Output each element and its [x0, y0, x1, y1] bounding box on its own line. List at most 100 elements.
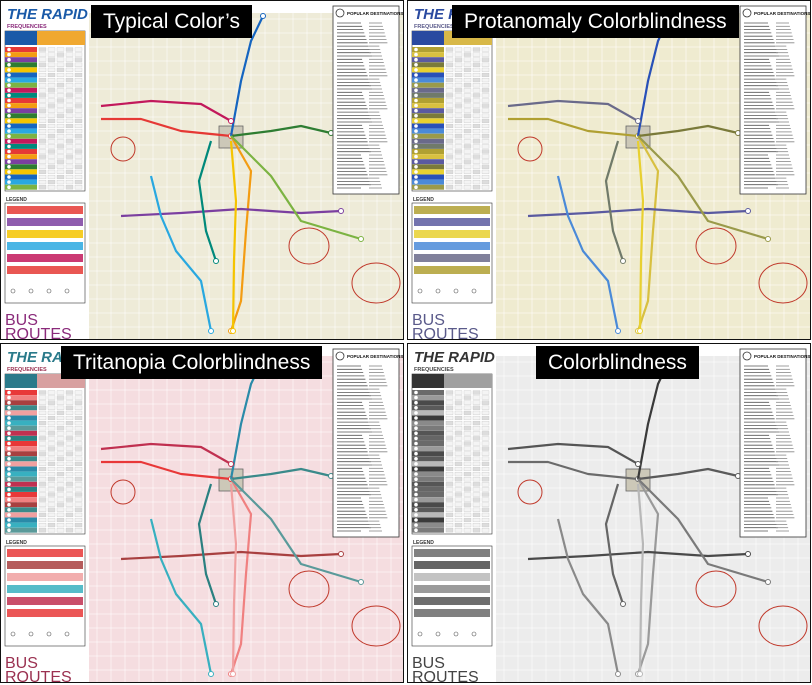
route-number-badge	[7, 170, 11, 174]
frequency-cell	[74, 180, 83, 185]
frequency-cell	[38, 410, 47, 415]
frequency-cell	[481, 57, 490, 62]
table-route-row	[412, 118, 444, 124]
frequency-cell	[463, 410, 472, 415]
route-number-badge	[7, 502, 11, 507]
table-route-row	[5, 57, 37, 63]
frequency-cell	[47, 108, 56, 113]
frequency-cell	[445, 456, 454, 461]
frequency-cell	[47, 466, 56, 472]
route-number-badge	[414, 180, 418, 184]
frequency-cell	[454, 139, 463, 144]
frequency-cell	[65, 185, 74, 190]
routes-title: ROUTES	[5, 326, 72, 340]
frequency-cell	[56, 517, 65, 523]
highlight-ellipse	[288, 570, 330, 608]
frequency-cell	[481, 118, 490, 123]
frequency-cell	[463, 62, 472, 67]
frequency-cell	[65, 103, 74, 108]
table-route-row	[412, 425, 444, 431]
frequency-cell	[463, 174, 472, 180]
frequency-cell	[47, 477, 56, 482]
frequency-cell	[472, 446, 481, 451]
table-route-row	[412, 507, 444, 513]
route-number-badge	[7, 134, 11, 138]
table-route-row	[5, 62, 37, 68]
frequency-cell	[74, 410, 83, 415]
route-number-badge	[7, 83, 11, 87]
frequency-cell	[463, 431, 472, 436]
table-route-row	[5, 507, 37, 513]
frequency-cell	[65, 431, 74, 436]
bus-route-line	[100, 99, 232, 122]
route-endpoint	[208, 328, 214, 334]
frequency-cell	[47, 456, 56, 461]
frequency-cell	[454, 487, 463, 492]
destinations-panel	[332, 348, 400, 538]
frequency-cell	[74, 72, 83, 78]
frequency-cell	[481, 487, 490, 492]
frequency-cell	[47, 431, 56, 436]
route-number-badge	[414, 487, 418, 492]
frequency-cell	[38, 159, 47, 164]
route-number-badge	[7, 52, 11, 57]
frequency-cell	[65, 421, 74, 426]
frequency-cell	[65, 52, 74, 57]
route-number-badge	[414, 165, 418, 169]
frequency-cell	[47, 502, 56, 507]
panel-caption: Protanomaly Colorblindness	[452, 5, 739, 38]
table-route-row	[5, 430, 37, 436]
frequency-cell	[47, 497, 56, 502]
frequency-cell	[74, 441, 83, 446]
frequency-cell	[463, 456, 472, 461]
table-route-row	[412, 451, 444, 457]
legend-band	[414, 573, 490, 581]
route-endpoint	[208, 671, 214, 677]
frequency-cell	[74, 52, 83, 57]
frequency-cell	[56, 477, 65, 482]
frequency-cell	[65, 523, 74, 528]
frequency-cell	[47, 169, 56, 174]
route-number-badge	[414, 175, 418, 179]
route-number-badge	[414, 139, 418, 144]
frequency-cell	[481, 390, 490, 395]
frequency-cell	[47, 113, 56, 118]
frequency-cell	[472, 507, 481, 512]
table-route-row	[412, 446, 444, 452]
frequency-cell	[65, 118, 74, 123]
route-number-badge	[7, 149, 11, 154]
frequency-cell	[445, 528, 454, 533]
frequency-cell	[65, 400, 74, 405]
route-number-badge	[414, 68, 418, 72]
frequency-cell	[65, 47, 74, 52]
table-route-row	[412, 103, 444, 109]
frequency-cell	[463, 497, 472, 502]
frequency-cell	[56, 139, 65, 144]
legend-symbol	[471, 631, 477, 637]
table-route-row	[5, 522, 37, 528]
route-number-badge	[414, 451, 418, 456]
bus-route-line	[229, 478, 253, 675]
table-route-row	[5, 471, 37, 477]
frequency-cell	[47, 426, 56, 431]
frequency-cell	[481, 62, 490, 67]
table-header-routes	[412, 31, 444, 45]
route-endpoint	[213, 601, 219, 607]
legend-symbol	[417, 288, 423, 294]
route-endpoint	[260, 13, 266, 19]
table-route-row	[412, 92, 444, 98]
table-route-row	[412, 82, 444, 88]
compass-icon	[742, 8, 752, 18]
route-number-badge	[414, 482, 418, 487]
frequency-cell	[472, 472, 481, 477]
frequency-cell	[47, 98, 56, 103]
frequency-cell	[463, 139, 472, 144]
legend-band	[7, 266, 83, 274]
frequency-cell	[454, 523, 463, 528]
frequency-cell	[481, 431, 490, 436]
frequency-cell	[38, 88, 47, 93]
route-number-badge	[7, 497, 11, 502]
table-route-row	[5, 476, 37, 482]
table-route-row	[5, 517, 37, 523]
